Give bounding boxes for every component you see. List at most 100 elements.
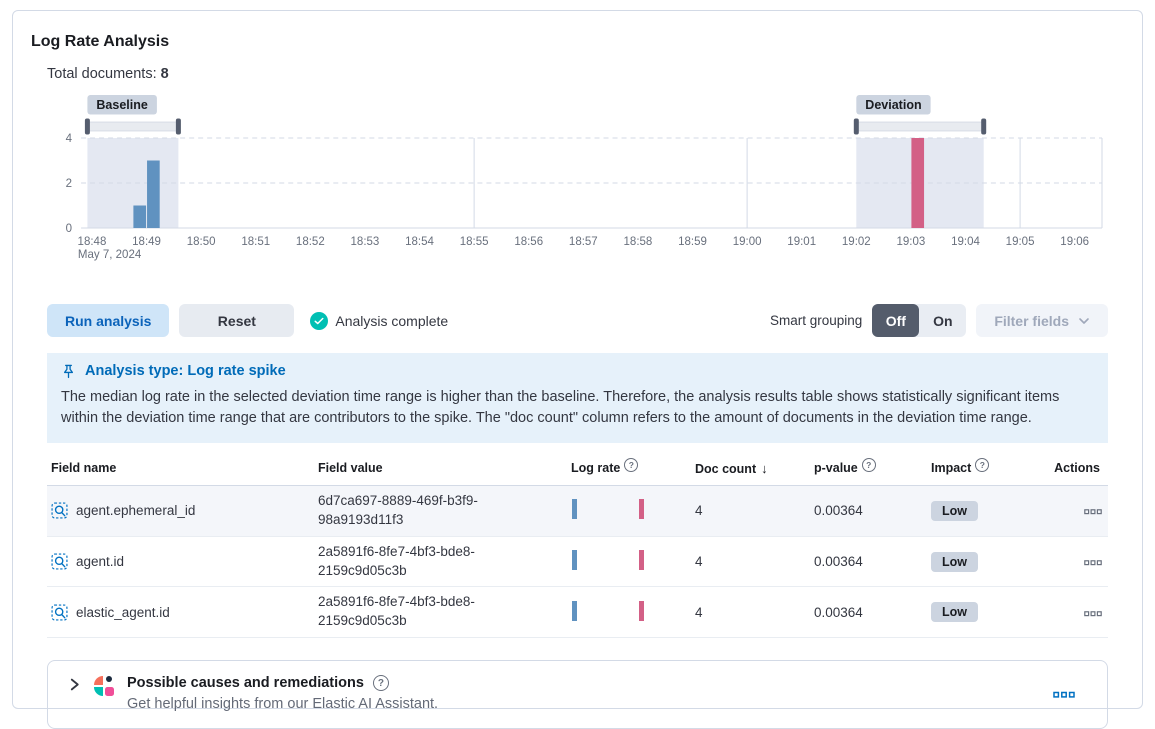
log-rate-analysis-panel: Log Rate Analysis Total documents: 8 0 2 4… xyxy=(12,10,1143,729)
log-rate-sparkline xyxy=(572,550,644,571)
smart-grouping-label: Smart grouping xyxy=(770,313,863,328)
table-row: agent.ephemeral_id 6d7ca697-8889-469f-b3f… xyxy=(47,485,1108,537)
col-field-name[interactable]: Field name xyxy=(47,454,314,486)
x-axis-tick: 18:49 xyxy=(132,236,161,248)
p-value-cell: 0.00364 xyxy=(810,586,927,639)
log-rate-sparkline xyxy=(572,600,644,621)
doc-count-cell: 4 xyxy=(691,536,810,588)
col-impact[interactable]: Impact xyxy=(927,454,1047,486)
x-axis-tick: 18:48 xyxy=(78,236,107,248)
doc-count: 4 xyxy=(695,554,703,570)
deviation-brush-track[interactable] xyxy=(856,121,985,132)
y-axis-tick: 2 xyxy=(66,178,72,190)
x-axis-tick: 18:59 xyxy=(678,236,707,248)
page-title: Log Rate Analysis xyxy=(31,33,170,50)
callout-body: The median log rate in the selected devi… xyxy=(61,389,1060,427)
p-value: 0.00364 xyxy=(814,604,863,620)
row-actions-button[interactable] xyxy=(1084,560,1102,566)
x-axis-tick: 19:02 xyxy=(842,236,871,248)
baseline-bar xyxy=(133,205,147,228)
x-axis-date-label: May 7, 2024 xyxy=(78,249,142,261)
total-documents-label: Total documents: xyxy=(47,66,157,82)
run-analysis-button[interactable]: Run analysis xyxy=(47,304,170,337)
deviation-brush-handle-right[interactable] xyxy=(981,118,987,135)
actions-cell xyxy=(1047,485,1108,537)
sort-desc-icon xyxy=(761,461,768,476)
smart-grouping-off-button[interactable]: Off xyxy=(872,304,920,337)
baseline-badge-label: Baseline xyxy=(96,98,147,112)
table-header-row: Field name Field value Log rate Doc coun… xyxy=(47,454,1108,486)
p-value-cell: 0.00364 xyxy=(810,536,927,588)
field-name: agent.id xyxy=(76,554,125,570)
field-popover-icon[interactable] xyxy=(51,502,68,519)
x-axis-tick: 18:55 xyxy=(460,236,489,248)
field-popover-icon[interactable] xyxy=(51,604,68,621)
col-actions: Actions xyxy=(1047,454,1108,486)
filter-fields-label: Filter fields xyxy=(994,312,1069,329)
field-value-cell: 2a5891f6-8fe7-4bf3-bde8-2159c9d05c3b xyxy=(314,536,567,588)
x-axis-tick: 18:56 xyxy=(514,236,543,248)
controls-row: Run analysis Reset Analysis complete Sma… xyxy=(47,304,1108,337)
baseline-brush-handle-left[interactable] xyxy=(84,118,90,135)
row-actions-button[interactable] xyxy=(1084,611,1102,617)
field-value: 2a5891f6-8fe7-4bf3-bde8-2159c9d05c3b xyxy=(318,543,475,578)
log-rate-cell xyxy=(567,586,691,639)
impact-cell: Low xyxy=(927,536,1047,588)
elastic-ai-assistant-icon xyxy=(94,676,114,697)
document-count-chart-wrap: 0 2 4 18:48 18:49 18:50 18:51 18:52 18:53 18:54 18… xyxy=(47,92,1108,262)
total-documents: Total documents: 8 xyxy=(47,66,1108,82)
deviation-badge-label: Deviation xyxy=(865,98,921,112)
assistant-actions-button[interactable] xyxy=(1053,691,1075,698)
deviation-brush-handle-left[interactable] xyxy=(853,118,859,135)
doc-count-cell: 4 xyxy=(691,485,810,537)
field-popover-icon[interactable] xyxy=(51,553,68,570)
baseline-brush-track[interactable] xyxy=(87,121,179,132)
field-name: elastic_agent.id xyxy=(76,604,170,620)
info-icon xyxy=(975,457,990,472)
analysis-status-label: Analysis complete xyxy=(335,312,449,329)
reset-button[interactable]: Reset xyxy=(179,304,295,337)
deviation-bar xyxy=(911,138,925,228)
row-actions-button[interactable] xyxy=(1084,509,1102,515)
log-rate-chart[interactable]: 0 2 4 18:48 18:49 18:50 18:51 18:52 18:53 18:54 18… xyxy=(47,92,1108,262)
col-p-value[interactable]: p-value xyxy=(810,454,927,486)
analysis-results-table: Field name Field value Log rate Doc coun… xyxy=(47,454,1108,639)
doc-count-cell: 4 xyxy=(691,586,810,639)
total-documents-value: 8 xyxy=(160,66,169,82)
analysis-status: Analysis complete xyxy=(310,311,449,330)
x-axis-tick: 19:06 xyxy=(1060,236,1089,248)
col-log-rate[interactable]: Log rate xyxy=(567,454,691,486)
field-name: agent.ephemeral_id xyxy=(76,503,196,519)
y-axis-tick: 4 xyxy=(66,133,73,145)
x-axis-tick: 19:04 xyxy=(951,236,980,248)
filter-fields-button[interactable]: Filter fields xyxy=(976,304,1108,337)
info-icon xyxy=(624,457,639,472)
help-icon[interactable] xyxy=(372,675,389,692)
table-row: elastic_agent.id 2a5891f6-8fe7-4bf3-bde8-… xyxy=(47,586,1108,639)
callout-title: Analysis type: Log rate spike xyxy=(85,363,286,379)
x-axis-tick: 18:52 xyxy=(296,236,325,248)
impact-cell: Low xyxy=(927,485,1047,537)
impact-badge: Low xyxy=(931,551,978,572)
chevron-down-icon xyxy=(1079,317,1089,324)
smart-grouping-toggle: Off On xyxy=(872,304,967,337)
field-name-cell: elastic_agent.id xyxy=(47,586,314,639)
x-axis-tick: 18:53 xyxy=(351,236,380,248)
baseline-badge[interactable] xyxy=(87,95,157,115)
pin-icon xyxy=(64,364,73,378)
x-axis-tick: 18:58 xyxy=(624,236,653,248)
p-value-cell: 0.00364 xyxy=(810,485,927,537)
expand-chevron-icon[interactable] xyxy=(68,678,81,691)
col-field-value[interactable]: Field value xyxy=(314,454,567,486)
baseline-brush-handle-right[interactable] xyxy=(175,118,181,135)
deviation-badge[interactable] xyxy=(856,95,931,115)
assistant-subtitle: Get helpful insights from our Elastic AI… xyxy=(127,696,439,713)
x-axis-tick: 18:50 xyxy=(187,236,216,248)
impact-badge: Low xyxy=(931,500,978,521)
col-doc-count[interactable]: Doc count xyxy=(691,454,810,486)
smart-grouping-on-button[interactable]: On xyxy=(919,304,966,337)
field-name-cell: agent.ephemeral_id xyxy=(47,485,314,537)
field-value-cell: 6d7ca697-8889-469f-b3f9-98a9193d11f3 xyxy=(314,485,567,537)
actions-cell xyxy=(1047,586,1108,639)
x-axis-tick: 19:03 xyxy=(897,236,926,248)
